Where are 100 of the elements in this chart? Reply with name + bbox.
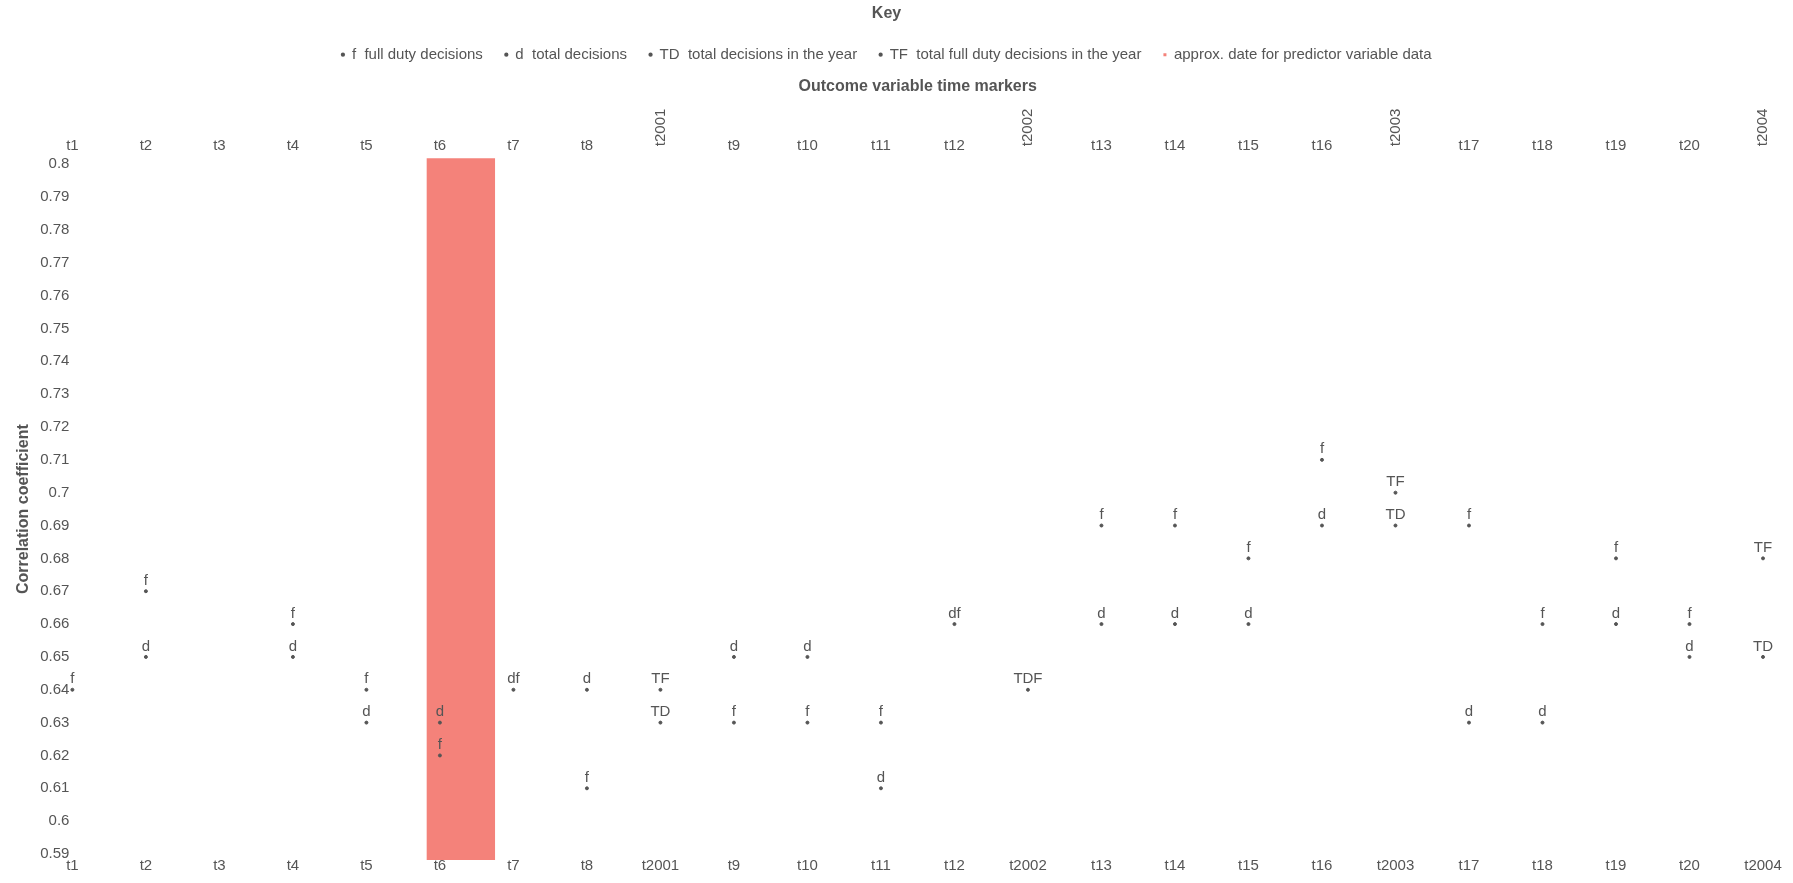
category-label: t19 [1605,136,1627,154]
data-label: d [288,636,298,654]
data-label: TD [1385,505,1406,523]
x-tick-label: t5 [360,856,373,874]
data-label: d [1611,603,1621,621]
category-label: t20 [1679,136,1700,154]
data-label: d [1244,603,1253,621]
category-label: t5 [360,136,373,154]
x-tick-label: t6 [433,856,447,874]
text: f full duty decisions [351,44,483,62]
y-tick-label: 0.78 [40,220,70,238]
text: TD total decisions in the year [659,44,858,62]
category-label: t2003 [1385,108,1403,147]
category-label: t14 [1164,136,1186,154]
data-label: df [948,603,962,621]
x-tick-label: t2004 [1744,856,1782,874]
data-label: TF [1753,538,1773,556]
category-label: t10 [797,136,818,154]
data-label: f [584,767,590,785]
y-tick-label: 0.76 [40,285,70,303]
data-label: f [1172,505,1178,523]
category-label: t2002 [1018,108,1036,147]
y-tick-label: 0.72 [40,417,70,435]
data-label: d [582,669,592,687]
y-tick-label: 0.66 [40,614,70,632]
category-label: t12 [944,136,965,154]
data-label: df [507,669,521,687]
category-label: t15 [1238,136,1259,154]
category-label: t2 [139,136,153,154]
x-tick-label: t2 [139,856,153,874]
data-label: d [876,767,886,785]
text: d total decisions [515,44,628,62]
data-label: TD [1753,636,1774,654]
x-tick-label: t2003 [1376,856,1415,874]
text: t6 [433,136,447,154]
data-label: d [435,702,445,720]
data-label: d [1317,505,1327,523]
data-label: d [141,636,151,654]
x-tick-label: t11 [871,856,891,874]
y-tick-label: 0.6 [48,811,70,829]
x-tick-label: t8 [580,856,594,874]
category-label: t1 [66,136,79,154]
y-axis-title: Correlation coefficient [14,423,32,595]
y-tick-label: 0.7 [48,482,70,500]
data-label: f [1246,538,1252,556]
y-tick-label: 0.61 [40,778,70,796]
y-tick-label: 0.79 [40,187,70,205]
y-tick-label: 0.75 [40,318,70,336]
data-label: f [364,669,370,687]
x-tick-label: t10 [797,856,818,874]
x-tick-label: t3 [213,856,226,874]
data-label: d [1685,636,1694,654]
x-tick-label: t7 [507,856,520,874]
x-tick-label: t9 [727,856,741,874]
x-tick-label: t4 [286,856,300,874]
data-label: f [70,669,76,687]
x-tick-label: t2001 [641,856,680,874]
category-label: t11 [871,136,891,154]
data-label: d [729,636,739,654]
y-tick-label: 0.65 [40,647,70,665]
category-label: t8 [580,136,594,154]
legend-label: approx. date for predictor variable data [1173,44,1433,62]
data-label: f [290,603,296,621]
data-label: d [1538,702,1547,720]
data-label: f [1540,603,1546,621]
category-label: t2001 [650,108,668,147]
data-label: f [1319,439,1325,457]
data-label: f [731,702,737,720]
data-label: d [1464,702,1474,720]
data-label: d [1097,603,1106,621]
category-label: t13 [1091,136,1112,154]
y-tick-label: 0.77 [40,252,70,270]
y-tick-label: 0.64 [40,679,70,697]
data-label: f [805,702,811,720]
data-label: d [1170,603,1180,621]
x-tick-label: t15 [1238,856,1259,874]
y-tick-label: 0.71 [40,449,70,467]
data-label: d [803,636,812,654]
data-label: d [362,702,371,720]
category-label: t9 [727,136,741,154]
category-label: t3 [213,136,226,154]
x-tick-label: t14 [1164,856,1186,874]
category-label: t16 [1311,136,1333,154]
y-tick-label: 0.62 [40,745,70,763]
data-label: f [878,702,884,720]
y-tick-label: 0.74 [40,351,70,369]
text: t7 [507,136,520,154]
category-label: t2004 [1753,108,1771,147]
y-tick-label: 0.68 [40,548,70,566]
y-tick-label: 0.69 [40,515,70,533]
data-label: f [1466,505,1472,523]
y-tick-label: 0.8 [48,154,70,172]
x-tick-label: t20 [1679,856,1700,874]
data-label: TF [651,669,670,687]
y-tick-label: 0.73 [40,384,70,402]
data-label: TF [1386,472,1405,490]
data-label: f [437,735,443,753]
x-tick-label: t18 [1532,856,1553,874]
y-tick-label: 0.63 [40,712,70,730]
data-label: f [1687,603,1693,621]
